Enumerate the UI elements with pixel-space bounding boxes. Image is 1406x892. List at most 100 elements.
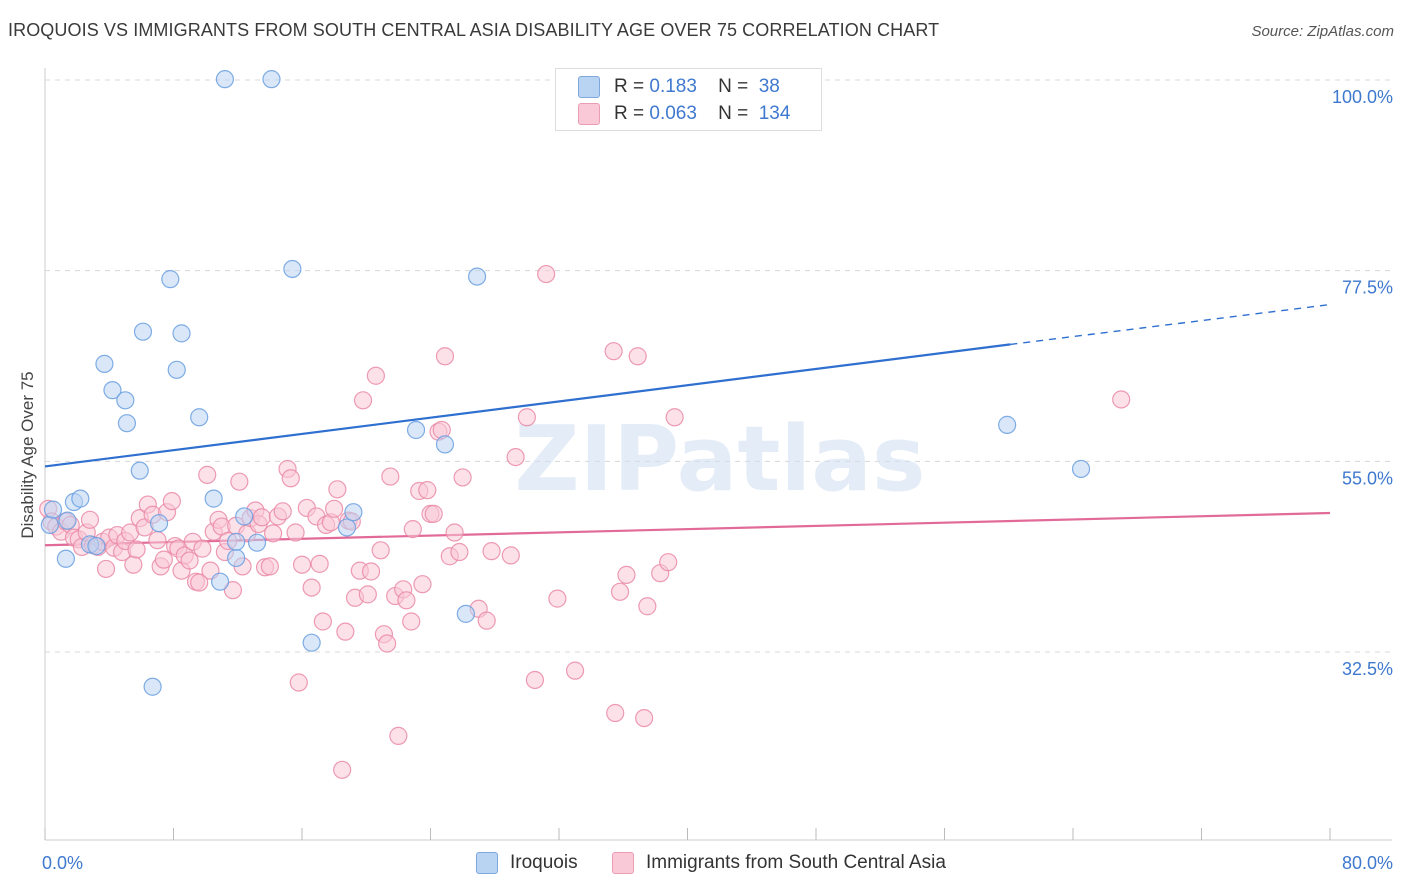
n-value: 134 (758, 103, 791, 124)
r-label: R = (614, 103, 645, 124)
iroquois-point (117, 414, 137, 433)
immigrant-point (336, 622, 355, 641)
legend-swatch-blue (578, 76, 600, 98)
iroquois-point (227, 532, 246, 551)
immigrant-point (1112, 390, 1131, 409)
iroquois-point (167, 360, 186, 379)
immigrant-point (358, 585, 377, 604)
immigrant-point (193, 539, 212, 558)
immigrant-point (506, 447, 525, 467)
y-tick-label: 55.0% (1342, 468, 1393, 488)
immigrant-point (361, 562, 381, 581)
iroquois-trend-line (44, 343, 1011, 468)
iroquois-point (227, 548, 246, 568)
immigrant-point (273, 502, 292, 521)
immigrant-point (371, 541, 390, 560)
chart-title: IROQUOIS VS IMMIGRANTS FROM SOUTH CENTRA… (8, 20, 940, 40)
immigrant-point (124, 555, 143, 574)
immigrant-point (402, 612, 421, 631)
immigrant-point (482, 542, 501, 561)
iroquois-point (302, 633, 321, 652)
iroquois-point (247, 533, 267, 552)
legend-row-iroquois: R = 0.183 N = 38 (578, 76, 780, 98)
n-label: N = (718, 76, 749, 97)
immigrant-point (302, 578, 321, 597)
x-tick-label: 80.0% (1342, 853, 1393, 873)
iroquois-point (95, 354, 114, 373)
immigrant-point (517, 408, 536, 427)
source-label: Source: ZipAtlas.com (1251, 23, 1394, 40)
legend-swatch-pink (612, 852, 634, 874)
immigrant-point (180, 551, 199, 570)
immigrant-point (424, 504, 443, 523)
iroquois-point (87, 536, 106, 556)
iroquois-point (262, 70, 281, 89)
immigrant-point (606, 703, 625, 723)
r-label: R = (614, 76, 645, 97)
iroquois-point (998, 415, 1017, 434)
iroquois-trend-extension (1010, 303, 1331, 346)
iroquois-point (204, 489, 223, 508)
immigrant-point (659, 553, 678, 572)
immigrant-point (286, 523, 305, 542)
iroquois-point (344, 503, 363, 522)
immigrant-point (604, 342, 623, 361)
legend-item-immigrants[interactable]: Immigrants from South Central Asia (612, 852, 946, 874)
legend-label: Iroquois (510, 852, 578, 873)
immigrant-point (565, 661, 585, 680)
immigrant-point (366, 366, 385, 385)
n-label: N = (718, 103, 749, 124)
immigrant-point (525, 670, 545, 690)
iroquois-point (161, 270, 180, 289)
immigrant-point (453, 468, 472, 487)
iroquois-point (467, 267, 487, 286)
immigrant-point (537, 264, 556, 284)
x-tick-label: 0.0% (42, 853, 83, 873)
immigrant-point (80, 510, 100, 529)
y-tick-label: 77.5% (1342, 278, 1393, 298)
iroquois-point (116, 391, 135, 410)
immigrant-point (289, 673, 308, 692)
immigrant-point (665, 408, 684, 427)
legend-swatch-pink (578, 103, 600, 125)
immigrant-point (148, 531, 167, 550)
points-layer (39, 70, 1131, 779)
immigrant-point (260, 557, 279, 576)
immigrant-point (281, 469, 300, 488)
iroquois-point (210, 572, 230, 591)
immigrant-point (223, 581, 243, 600)
y-tick-label: 100.0% (1332, 87, 1393, 107)
immigrant-point (397, 591, 416, 610)
immigrant-point (418, 481, 437, 500)
iroquois-point (143, 677, 162, 696)
r-value: 0.183 (649, 76, 697, 97)
iroquois-point (456, 604, 475, 623)
immigrant-point (154, 550, 173, 569)
immigrant-point (353, 391, 373, 410)
immigrant-point (403, 520, 422, 539)
immigrant-point (198, 465, 217, 484)
immigrant-point (635, 708, 654, 728)
immigrant-point (310, 554, 329, 573)
immigrant-point (378, 634, 397, 653)
y-tick-label: 32.5% (1342, 659, 1393, 679)
legend-item-iroquois[interactable]: Iroquois (476, 852, 578, 874)
iroquois-point (283, 259, 302, 279)
immigrant-point (230, 472, 249, 491)
iroquois-point (71, 489, 90, 508)
immigrant-point (445, 523, 464, 542)
immigrant-point (548, 589, 567, 608)
iroquois-point (43, 500, 63, 519)
immigrant-point (638, 597, 657, 616)
immigrant-point (450, 542, 469, 562)
immigrant-point (435, 347, 455, 366)
immigrant-point (162, 492, 181, 511)
iroquois-point (149, 514, 169, 533)
iroquois-point (406, 420, 426, 440)
immigrant-point (381, 467, 400, 486)
immigrant-point (413, 575, 432, 594)
immigrant-point (617, 565, 636, 584)
immigrant-point (610, 582, 630, 601)
axis-layer: 32.5% 55.0% 77.5% 100.0% 0.0% 80.0% (42, 68, 1393, 873)
